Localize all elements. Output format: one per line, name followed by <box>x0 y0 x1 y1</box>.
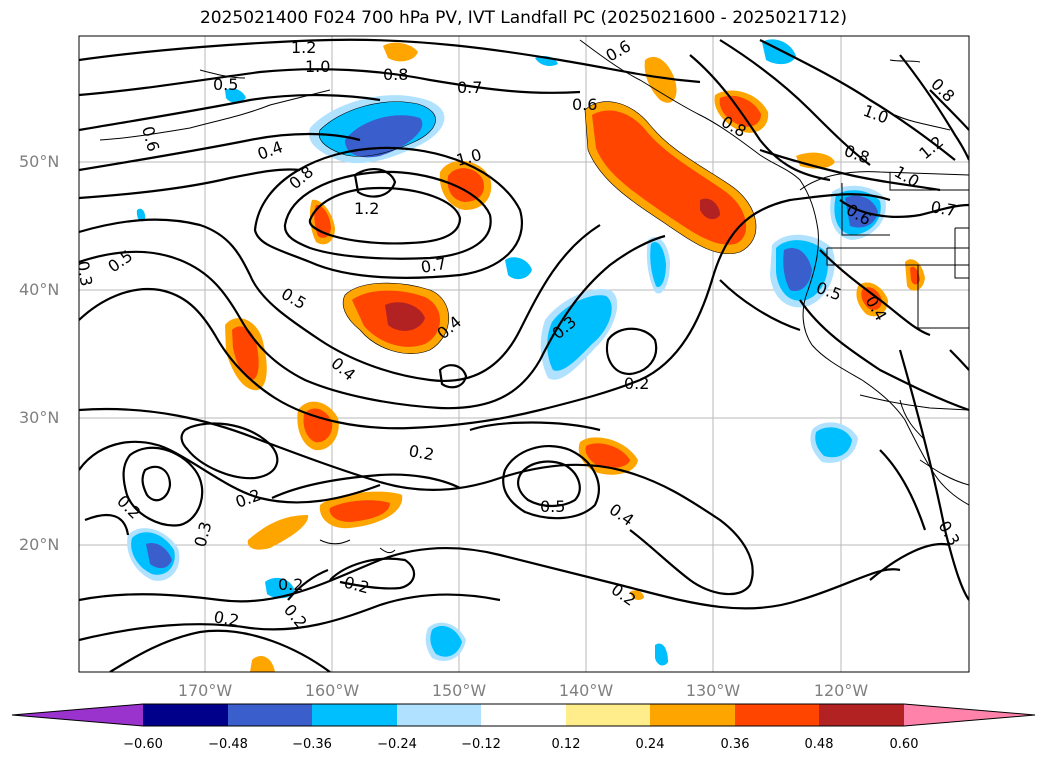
contour-label: 0.5 <box>213 75 238 94</box>
colorbar-segment <box>566 704 650 726</box>
contour-label: 0.8 <box>383 65 408 84</box>
colorbar <box>11 703 1036 727</box>
colorbar-segment <box>735 704 819 726</box>
colorbar-tick: 0.24 <box>635 737 665 752</box>
colorbar-tick: 0.60 <box>889 737 919 752</box>
lat-label: 20°N <box>19 535 60 554</box>
colorbar-segment <box>481 704 566 726</box>
lon-label: 170°W <box>177 681 233 700</box>
colorbar-segment <box>12 704 143 726</box>
positive-pc-shading <box>225 42 925 672</box>
colorbar-tick: −0.36 <box>292 737 332 752</box>
contour-label: 0.5 <box>540 497 565 516</box>
contour-label: 1.2 <box>354 199 379 218</box>
colorbar-tick: −0.60 <box>123 737 163 752</box>
colorbar-tick: −0.12 <box>461 737 501 752</box>
lon-label: 120°W <box>813 681 869 700</box>
contour-label: 0.2 <box>278 575 303 594</box>
colorbar-segment <box>904 704 1035 726</box>
colorbar-segment <box>819 704 904 726</box>
lat-label: 30°N <box>19 408 60 427</box>
colorbar-segment <box>143 704 228 726</box>
contour-label: 1.0 <box>305 57 330 76</box>
contour-label: 0.2 <box>624 374 649 393</box>
colorbar-tick: 0.36 <box>720 737 750 752</box>
contour-label: 0.6 <box>572 95 597 114</box>
plot-frame <box>78 35 970 673</box>
contour-label: 0.2 <box>407 441 435 464</box>
coastlines <box>99 39 969 554</box>
shading-outlines <box>318 101 757 354</box>
map-plot-area: 1.2 1.0 0.8 0.5 0.6 0.4 0.8 0.7 1.0 1.2 … <box>73 36 969 672</box>
colorbar-tick: 0.48 <box>804 737 834 752</box>
gridlines <box>79 36 969 672</box>
contour-label: 0.2 <box>212 607 240 630</box>
contour-label: 0.7 <box>929 197 957 220</box>
colorbar-segment <box>650 704 735 726</box>
negative-pc-shading <box>127 39 886 666</box>
lat-label: 40°N <box>19 280 60 299</box>
contour-label: 1.2 <box>291 38 316 57</box>
colorbar-tick: 0.12 <box>551 737 581 752</box>
lon-label: 140°W <box>558 681 614 700</box>
lat-label: 50°N <box>19 152 60 171</box>
contour-label: 0.3 <box>73 259 96 287</box>
lon-label: 130°W <box>685 681 741 700</box>
colorbar-tick: −0.24 <box>377 737 417 752</box>
colorbar-outline <box>11 703 1036 727</box>
colorbar-segment <box>312 704 397 726</box>
contour-label: 0.7 <box>457 78 482 97</box>
map-title: 2025021400 F024 700 hPa PV, IVT Landfall… <box>199 8 847 28</box>
colorbar-segment <box>228 704 312 726</box>
contour-label: 0.7 <box>419 254 447 277</box>
colorbar-tick: −0.48 <box>208 737 248 752</box>
pv-contours <box>79 38 969 672</box>
lon-label: 150°W <box>431 681 487 700</box>
colorbar-segment <box>397 704 481 726</box>
lon-label: 160°W <box>304 681 360 700</box>
